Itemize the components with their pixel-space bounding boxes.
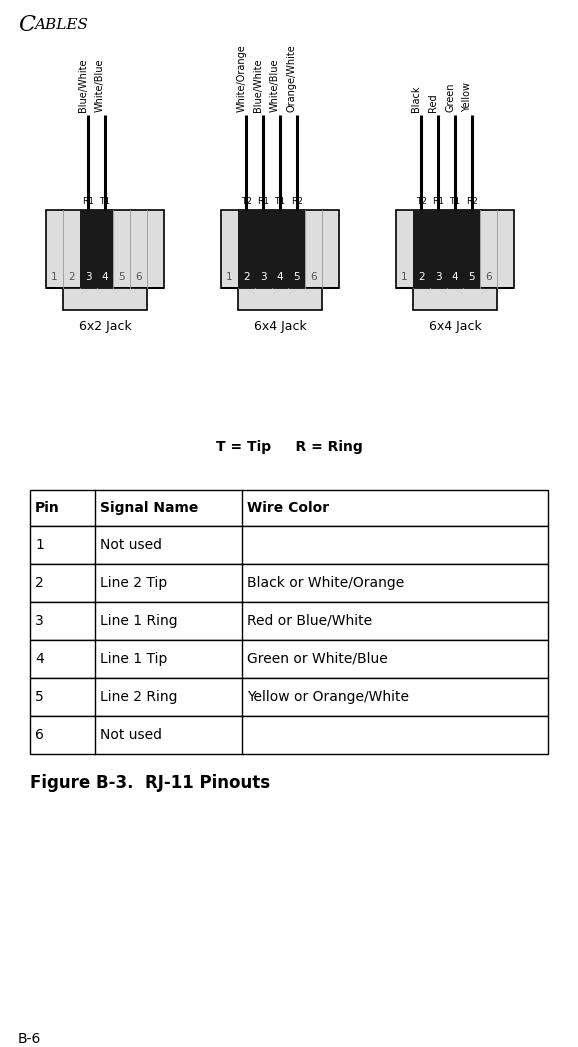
Text: T1: T1 <box>99 197 110 206</box>
Bar <box>46 210 164 288</box>
Bar <box>97 210 113 288</box>
Text: 5: 5 <box>35 690 44 704</box>
Bar <box>30 490 548 526</box>
Text: 6: 6 <box>310 272 317 282</box>
Text: R1: R1 <box>257 197 269 206</box>
Text: C: C <box>18 14 35 36</box>
Bar <box>413 210 429 288</box>
Bar <box>221 210 339 288</box>
Text: 4: 4 <box>102 272 108 282</box>
Bar <box>30 564 548 602</box>
Text: Green: Green <box>445 83 455 112</box>
Text: R2: R2 <box>466 197 478 206</box>
Text: 5: 5 <box>469 272 475 282</box>
Text: Not used: Not used <box>100 538 162 552</box>
Text: 2: 2 <box>68 272 75 282</box>
Text: White/Blue: White/Blue <box>270 59 280 112</box>
Text: 1: 1 <box>35 538 44 552</box>
Text: Black or White/Orange: Black or White/Orange <box>247 576 404 591</box>
Text: R1: R1 <box>82 197 94 206</box>
Bar <box>30 678 548 716</box>
Text: 3: 3 <box>85 272 91 282</box>
Text: 6x4 Jack: 6x4 Jack <box>429 320 481 333</box>
Text: 2: 2 <box>243 272 250 282</box>
Text: Pin: Pin <box>35 502 60 515</box>
Bar <box>272 210 288 288</box>
Bar <box>464 210 480 288</box>
Text: 2: 2 <box>418 272 425 282</box>
Text: ABLES: ABLES <box>34 18 88 32</box>
Text: Green or White/Blue: Green or White/Blue <box>247 652 388 666</box>
Text: 1: 1 <box>401 272 407 282</box>
Text: 6x2 Jack: 6x2 Jack <box>79 320 131 333</box>
Text: 4: 4 <box>277 272 283 282</box>
Text: 1: 1 <box>51 272 58 282</box>
Text: 4: 4 <box>35 652 44 666</box>
Text: White/Blue: White/Blue <box>95 59 105 112</box>
Text: Line 2 Tip: Line 2 Tip <box>100 576 167 591</box>
Text: Black: Black <box>412 86 421 112</box>
Text: R1: R1 <box>432 197 444 206</box>
Text: 6x4 Jack: 6x4 Jack <box>254 320 306 333</box>
Text: B-6: B-6 <box>18 1032 42 1046</box>
Bar <box>30 602 548 640</box>
Text: Blue/White: Blue/White <box>78 59 88 112</box>
Bar <box>30 716 548 754</box>
Text: Yellow: Yellow <box>462 82 472 112</box>
Bar <box>238 210 255 288</box>
Bar <box>30 526 548 564</box>
Text: Red or Blue/White: Red or Blue/White <box>247 614 372 628</box>
Text: T = Tip     R = Ring: T = Tip R = Ring <box>216 440 362 454</box>
Text: White/Orange: White/Orange <box>236 44 246 112</box>
Bar <box>447 210 464 288</box>
Text: T2: T2 <box>241 197 252 206</box>
Text: 6: 6 <box>486 272 492 282</box>
Text: T1: T1 <box>275 197 286 206</box>
Text: 5: 5 <box>118 272 125 282</box>
Text: R2: R2 <box>291 197 303 206</box>
Bar <box>255 210 272 288</box>
Text: Orange/White: Orange/White <box>287 44 297 112</box>
Text: Line 1 Tip: Line 1 Tip <box>100 652 168 666</box>
Text: 3: 3 <box>435 272 442 282</box>
Bar <box>396 210 514 288</box>
Polygon shape <box>396 288 514 310</box>
Text: 3: 3 <box>260 272 266 282</box>
Text: 5: 5 <box>294 272 300 282</box>
Text: 6: 6 <box>135 272 142 282</box>
Bar <box>80 210 97 288</box>
Text: Not used: Not used <box>100 728 162 742</box>
Bar <box>288 210 305 288</box>
Text: Line 2 Ring: Line 2 Ring <box>100 690 177 704</box>
Bar <box>30 640 548 678</box>
Text: 6: 6 <box>35 728 44 742</box>
Text: 3: 3 <box>35 614 44 628</box>
Text: Red: Red <box>428 93 438 112</box>
Text: Yellow or Orange/White: Yellow or Orange/White <box>247 690 409 704</box>
Text: T1: T1 <box>450 197 461 206</box>
Text: 2: 2 <box>35 576 44 591</box>
Text: Wire Color: Wire Color <box>247 502 329 515</box>
Polygon shape <box>46 288 164 310</box>
Bar <box>429 210 447 288</box>
Text: Line 1 Ring: Line 1 Ring <box>100 614 177 628</box>
Text: Signal Name: Signal Name <box>100 502 198 515</box>
Text: T2: T2 <box>416 197 427 206</box>
Text: 1: 1 <box>226 272 233 282</box>
Text: Figure B-3.  RJ-11 Pinouts: Figure B-3. RJ-11 Pinouts <box>30 774 270 792</box>
Text: Blue/White: Blue/White <box>253 59 263 112</box>
Text: 4: 4 <box>451 272 458 282</box>
Polygon shape <box>221 288 339 310</box>
